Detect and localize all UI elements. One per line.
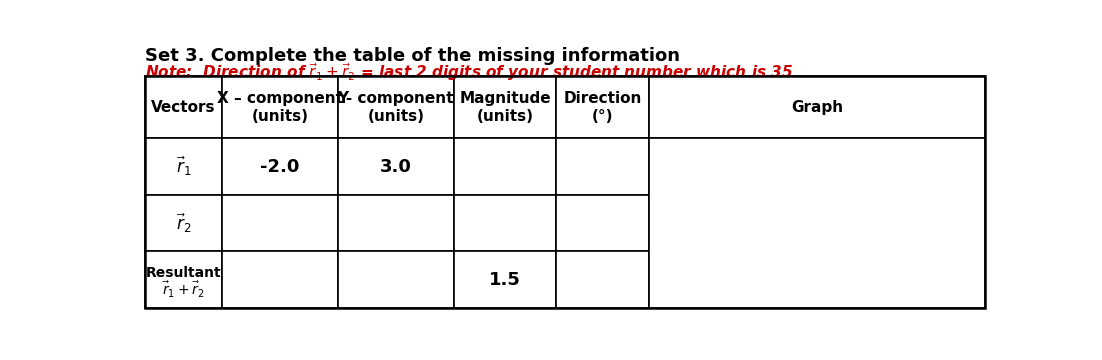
Text: -2.0: -2.0 xyxy=(260,158,300,176)
Bar xyxy=(454,76,557,139)
Text: $\vec{r}_1$: $\vec{r}_1$ xyxy=(175,155,191,179)
Bar xyxy=(222,251,338,308)
Text: 3.0: 3.0 xyxy=(380,158,412,176)
Bar xyxy=(144,76,222,139)
Text: 1.5: 1.5 xyxy=(489,271,521,289)
Bar xyxy=(649,76,985,139)
Bar xyxy=(454,139,557,195)
Bar xyxy=(144,76,985,308)
Bar xyxy=(454,195,557,251)
Text: Resultant: Resultant xyxy=(145,266,222,280)
Text: Note:  Direction of $\vec{r}_1 + \vec{r}_2$ = last 2 digits of your student numb: Note: Direction of $\vec{r}_1 + \vec{r}_… xyxy=(144,61,792,83)
Text: X – component
(units): X – component (units) xyxy=(217,91,343,124)
Bar xyxy=(649,139,985,308)
Bar xyxy=(557,139,649,195)
Bar xyxy=(338,195,454,251)
Bar xyxy=(222,139,338,195)
Text: Y- component
(units): Y- component (units) xyxy=(337,91,454,124)
Bar xyxy=(144,251,222,308)
Bar xyxy=(222,76,338,139)
Bar xyxy=(222,195,338,251)
Text: Set 3. Complete the table of the missing information: Set 3. Complete the table of the missing… xyxy=(144,48,680,66)
Text: $\vec{r}_1+\vec{r}_2$: $\vec{r}_1+\vec{r}_2$ xyxy=(162,280,205,300)
Bar xyxy=(338,139,454,195)
Bar xyxy=(338,76,454,139)
Bar xyxy=(557,76,649,139)
Text: Magnitude
(units): Magnitude (units) xyxy=(460,91,551,124)
Bar xyxy=(144,195,222,251)
Bar xyxy=(557,195,649,251)
Text: Vectors: Vectors xyxy=(151,100,216,115)
Bar xyxy=(557,251,649,308)
Bar xyxy=(144,139,222,195)
Text: Direction
(°): Direction (°) xyxy=(563,91,641,124)
Bar xyxy=(454,251,557,308)
Bar xyxy=(338,251,454,308)
Text: Graph: Graph xyxy=(791,100,843,115)
Text: $\vec{r}_2$: $\vec{r}_2$ xyxy=(175,211,191,235)
